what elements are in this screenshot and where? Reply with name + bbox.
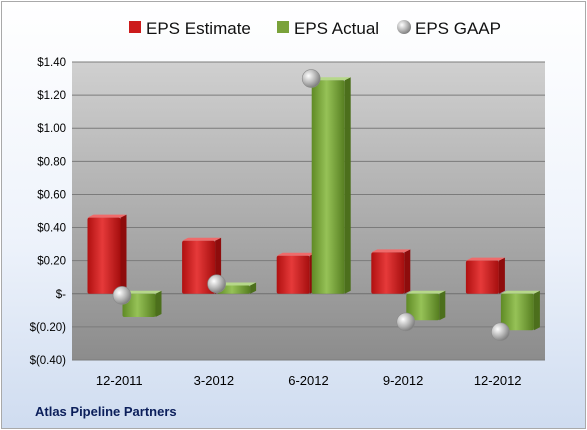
y-tick-label: $(0.40)	[30, 355, 67, 367]
eps-actual-bar-side	[344, 77, 351, 294]
x-tick-label: 6-2012	[288, 373, 328, 388]
gaap-markers	[112, 69, 510, 342]
y-tick-label: $1.00	[37, 123, 66, 135]
eps-estimate-bar-front	[371, 252, 405, 294]
eps-estimate-bar	[371, 249, 411, 294]
eps-estimate-bar-top	[276, 252, 316, 256]
eps-actual-bar-top	[217, 282, 257, 286]
eps-actual-bar-side	[533, 290, 540, 331]
eps-actual-bar	[406, 290, 446, 321]
x-axis-ticks: 12-2011 3-2012 6-2012 9-2012 12-2012	[96, 373, 522, 388]
legend-label-eps-actual: EPS Actual	[294, 19, 379, 38]
y-tick-label: $0.40	[37, 223, 66, 235]
eps-actual-bar-front	[122, 293, 156, 317]
eps-actual-bar-front	[500, 293, 534, 331]
eps-actual-bar-top	[311, 77, 351, 81]
eps-actual-bar-side	[250, 282, 257, 294]
eps-estimate-bar-front	[87, 217, 121, 294]
eps-gaap-marker	[301, 69, 321, 88]
eps-actual-bar-front	[217, 285, 251, 294]
x-tick-label: 12-2011	[96, 373, 143, 388]
eps-actual-bar	[217, 282, 257, 294]
y-tick-label: $(0.20)	[30, 322, 67, 334]
x-tick-label: 12-2012	[474, 373, 522, 388]
eps-gaap-marker	[491, 322, 510, 342]
legend-swatch-eps-actual	[277, 21, 289, 33]
legend-item-eps-gaap: EPS GAAP	[397, 19, 501, 38]
eps-actual-bar-front	[406, 293, 440, 321]
y-tick-label: $1.40	[37, 57, 66, 69]
eps-actual-bar-front	[311, 80, 345, 294]
eps-estimate-bar-top	[87, 214, 127, 218]
legend-item-eps-actual: EPS Actual	[277, 19, 379, 38]
eps-estimate-bar-top	[182, 237, 222, 241]
eps-gaap-marker	[112, 286, 132, 305]
eps-estimate-bar-top	[371, 249, 411, 253]
eps-estimate-bar	[465, 257, 505, 294]
eps-gaap-marker	[207, 274, 226, 294]
bars	[87, 77, 540, 331]
legend-label-eps-gaap: EPS GAAP	[415, 19, 501, 38]
legend-item-eps-estimate: EPS Estimate	[129, 19, 251, 38]
eps-estimate-bar-front	[182, 240, 216, 294]
eps-estimate-bar	[87, 214, 127, 294]
y-tick-label: $0.20	[37, 256, 66, 268]
y-tick-label: $1.20	[37, 90, 66, 102]
eps-actual-bar-top	[406, 290, 446, 294]
eps-estimate-bar-front	[276, 255, 310, 294]
eps-estimate-bar	[276, 252, 316, 294]
y-tick-label: $-	[56, 289, 66, 301]
y-tick-label: $0.80	[37, 156, 66, 168]
eps-estimate-bar-top	[465, 257, 505, 261]
eps-actual-bar	[122, 290, 162, 317]
x-tick-label: 9-2012	[383, 373, 423, 388]
eps-estimate-bar-side	[404, 249, 411, 294]
eps-actual-bar-top	[122, 290, 162, 294]
legend-swatch-eps-estimate	[129, 21, 141, 33]
x-tick-label: 3-2012	[194, 373, 234, 388]
eps-actual-bar-side	[439, 290, 446, 321]
eps-estimate-bar-side	[498, 257, 505, 294]
eps-gaap-marker	[396, 312, 416, 332]
legend-label-eps-estimate: EPS Estimate	[146, 19, 251, 38]
eps-actual-bar-side	[155, 290, 162, 317]
y-axis-ticks: $1.40 $1.20 $1.00 $0.80 $0.60 $0.40 $0.20 $- $(0…	[30, 57, 67, 367]
eps-actual-bar	[311, 77, 351, 294]
eps-estimate-bar-front	[465, 260, 499, 294]
legend-marker-eps-gaap	[397, 20, 411, 34]
y-tick-label: $0.60	[37, 189, 66, 201]
eps-actual-bar-top	[500, 290, 540, 294]
company-name: Atlas Pipeline Partners	[35, 404, 177, 419]
eps-estimate-bar-side	[120, 214, 127, 294]
legend: EPS Estimate EPS Actual EPS GAAP	[129, 19, 501, 38]
eps-actual-bar	[500, 290, 540, 331]
